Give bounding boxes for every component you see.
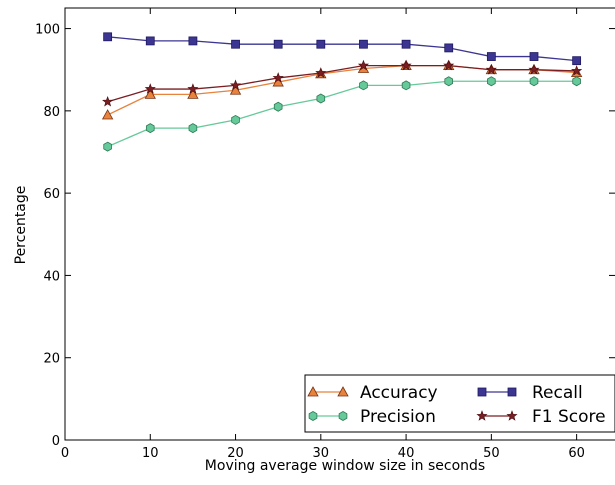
legend-label-f1-score: F1 Score (532, 407, 606, 427)
data-point-accuracy (101, 109, 114, 120)
data-point-accuracy (187, 88, 199, 99)
data-point-recall (359, 39, 368, 49)
data-point-precision (188, 123, 198, 134)
data-point-precision (359, 80, 368, 91)
data-point-f1-score (528, 63, 540, 75)
data-point-recall (231, 39, 240, 49)
data-point-f1-score (272, 72, 284, 83)
y-axis-label: Percentage (13, 186, 29, 265)
x-tick-label: 10 (142, 446, 159, 461)
data-point-f1-score (187, 83, 199, 94)
data-point-precision (401, 80, 411, 91)
legend-marker-recall (477, 387, 487, 397)
data-point-f1-score (315, 67, 327, 78)
data-point-precision (316, 93, 326, 104)
legend-label-accuracy: Accuracy (360, 383, 438, 403)
legend-item-f1-score: F1 Score (476, 407, 606, 427)
data-point-f1-score (357, 59, 370, 71)
data-point-precision (103, 141, 112, 152)
legend-marker-accuracy (337, 386, 349, 397)
data-point-precision (487, 76, 496, 87)
data-point-accuracy (229, 84, 242, 95)
data-point-precision (273, 101, 283, 112)
x-axis-label: Moving average window size in seconds (205, 458, 485, 474)
data-point-accuracy (144, 88, 156, 99)
legend-item-recall: Recall (477, 383, 583, 403)
y-tick-label: 20 (43, 352, 60, 367)
data-point-recall (145, 36, 155, 46)
legend-marker-precision (308, 411, 318, 421)
data-point-recall (572, 56, 582, 66)
data-point-f1-score (229, 79, 242, 91)
data-point-precision (231, 114, 240, 125)
legend-marker-recall (507, 387, 517, 397)
legend-marker-precision (338, 411, 348, 421)
data-point-recall (316, 39, 326, 49)
data-point-f1-score (485, 63, 497, 75)
data-point-recall (401, 39, 411, 49)
x-tick-label: 40 (398, 446, 415, 461)
legend-marker-f1-score (476, 410, 488, 421)
y-tick-label: 0 (52, 434, 60, 449)
data-point-f1-score (400, 59, 412, 71)
data-point-precision (444, 76, 454, 87)
data-point-recall (444, 43, 454, 53)
data-point-precision (572, 76, 581, 87)
data-point-recall (103, 32, 113, 42)
legend-item-precision: Precision (308, 407, 436, 427)
series-line-f1-score (107, 64, 577, 103)
x-tick-label: 60 (568, 446, 585, 461)
data-point-f1-score (443, 59, 455, 71)
y-tick-label: 80 (43, 105, 60, 120)
data-point-recall (486, 52, 496, 61)
legend-item-accuracy: Accuracy (307, 383, 438, 403)
legend-marker-f1-score (506, 410, 518, 421)
data-point-recall (529, 52, 539, 61)
series-line-accuracy (107, 64, 577, 116)
data-point-precision (529, 76, 539, 87)
data-point-f1-score (144, 83, 156, 94)
x-tick-label: 50 (483, 446, 500, 461)
y-tick-label: 100 (35, 23, 60, 38)
legend-box (304, 374, 615, 433)
x-tick-label: 30 (313, 446, 330, 461)
legend-marker-accuracy (307, 386, 319, 397)
data-point-f1-score (571, 65, 583, 76)
data-point-precision (145, 123, 155, 134)
series-line-precision (107, 80, 577, 148)
data-point-f1-score (102, 95, 114, 107)
series-line-recall (107, 36, 577, 62)
y-tick-label: 60 (43, 187, 60, 202)
y-tick-label: 40 (43, 269, 60, 284)
x-tick-label: 20 (227, 446, 244, 461)
legend: Accuracy Recall Precision F1 Score (304, 374, 615, 433)
data-point-recall (273, 39, 283, 49)
x-tick-label: 0 (61, 446, 69, 461)
plot-frame (64, 7, 615, 441)
legend-label-precision: Precision (360, 407, 436, 427)
legend-label-recall: Recall (532, 383, 583, 403)
data-point-recall (188, 36, 198, 46)
